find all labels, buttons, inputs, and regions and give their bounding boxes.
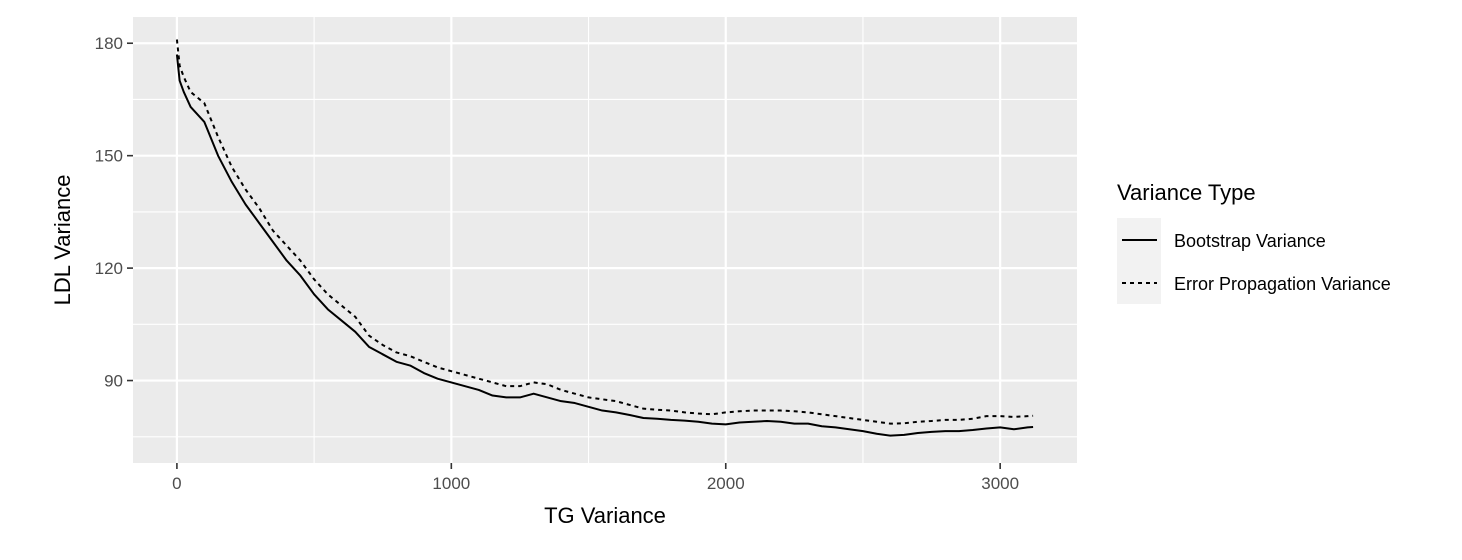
x-tick-label: 3000 (981, 474, 1019, 493)
x-axis-title: TG Variance (544, 503, 666, 528)
y-axis-title: LDL Variance (50, 175, 75, 306)
legend-label-error-propagation: Error Propagation Variance (1174, 274, 1391, 294)
series-line-error-propagation (175, 39, 1034, 425)
x-tick-label: 1000 (432, 474, 470, 493)
panel-background (133, 17, 1077, 463)
y-tick-label: 150 (95, 147, 123, 166)
minor-gridlines (133, 17, 1077, 463)
y-axis-ticks: 90 120 150 180 (95, 34, 133, 391)
x-tick-label: 0 (172, 474, 181, 493)
series-line-bootstrap (175, 54, 1034, 437)
legend-title: Variance Type (1117, 180, 1256, 205)
y-tick-label: 180 (95, 34, 123, 53)
y-tick-label: 120 (95, 259, 123, 278)
legend-label-bootstrap: Bootstrap Variance (1174, 231, 1326, 251)
x-axis-ticks: 0 1000 2000 3000 (172, 463, 1019, 493)
series-layer (175, 39, 1034, 437)
x-tick-label: 2000 (707, 474, 745, 493)
y-tick-label: 90 (104, 372, 123, 391)
major-gridlines (133, 17, 1077, 463)
legend: Variance Type Bootstrap Variance Error P… (1117, 180, 1391, 304)
